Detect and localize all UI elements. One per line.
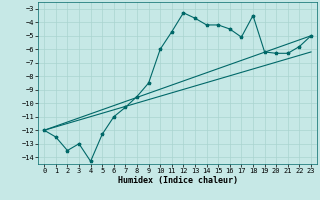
X-axis label: Humidex (Indice chaleur): Humidex (Indice chaleur): [118, 176, 238, 185]
